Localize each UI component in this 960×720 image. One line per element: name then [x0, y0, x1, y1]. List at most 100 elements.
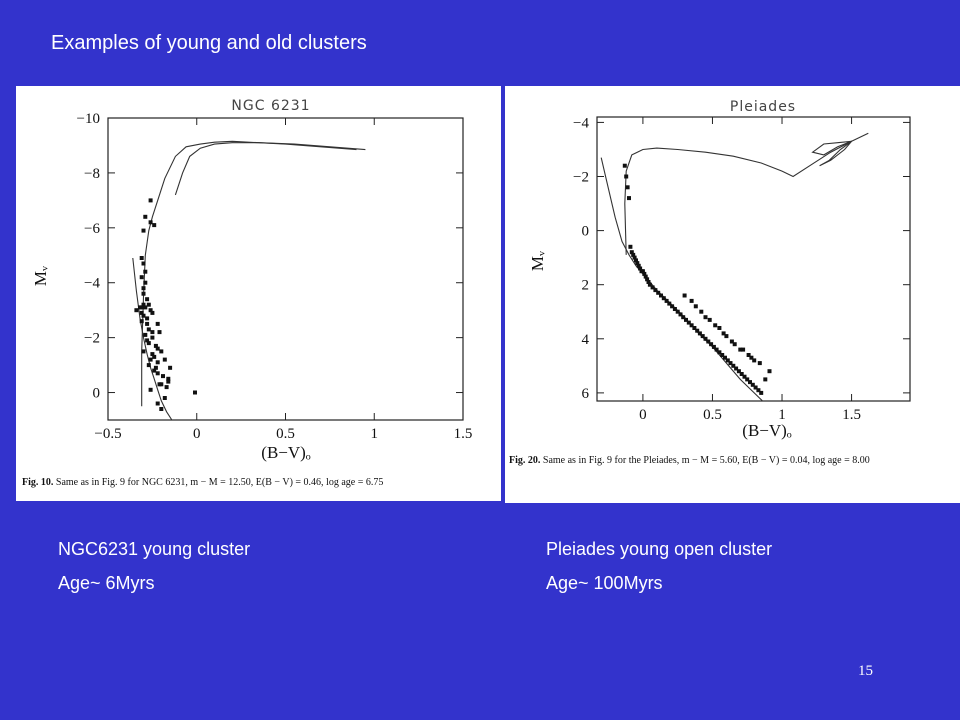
pleiades-figure-panel: Pleiades 0 0.5 1 1.5 −4 −2 0 2 4 6 Mᵥ (B−V)ₒ Fig.…: [505, 86, 960, 503]
star-point: [721, 331, 726, 336]
star-point: [148, 308, 153, 313]
star-point: [148, 198, 153, 203]
star-point: [713, 323, 718, 328]
star-point: [139, 256, 144, 260]
star-point: [692, 326, 697, 330]
star-point: [664, 298, 669, 303]
star-point: [164, 385, 169, 390]
star-point: [168, 365, 173, 370]
star-point: [632, 255, 637, 260]
star-point: [734, 366, 739, 371]
star-point: [152, 223, 157, 228]
star-point: [145, 338, 150, 343]
star-point: [656, 290, 661, 295]
left-cluster-name: NGC6231 young cluster: [58, 539, 251, 559]
star-point: [159, 382, 164, 387]
star-point: [650, 285, 655, 290]
figure-caption: Fig. 10. Same as in Fig. 9 for NGC 6231,…: [22, 477, 383, 488]
star-point: [139, 275, 144, 280]
star-point: [143, 269, 148, 274]
star-point: [161, 374, 165, 379]
star-point: [139, 319, 144, 324]
star-point: [748, 380, 752, 385]
star-point: [141, 291, 146, 296]
pleiades-cmd-chart: Pleiades 0 0.5 1 1.5 −4 −2 0 2 4 6 Mᵥ (B−V)ₒ Fig.…: [509, 99, 911, 466]
star-point: [711, 344, 716, 349]
star-point: [155, 321, 160, 326]
star-point: [724, 334, 729, 339]
y-axis-label: Mᵥ: [31, 265, 50, 286]
star-point: [143, 280, 148, 285]
star-point: [166, 376, 171, 381]
y-tick-label: 4: [582, 332, 590, 348]
star-point: [631, 252, 636, 257]
slide-title: Examples of young and old clusters: [51, 32, 367, 54]
y-tick-label: −4: [84, 276, 100, 292]
x-tick-label: 1: [371, 426, 379, 442]
star-point: [628, 244, 633, 249]
star-point: [693, 304, 698, 309]
y-tick-label: 6: [582, 386, 590, 402]
star-point: [707, 317, 712, 322]
right-cluster-age: Age~ 100Myrs: [546, 573, 663, 593]
star-point: [150, 310, 155, 315]
star-point: [150, 352, 155, 357]
star-point: [706, 339, 711, 344]
star-point: [647, 282, 652, 287]
isochrone-line-3: [811, 140, 852, 156]
star-point: [162, 357, 167, 362]
star-point: [709, 342, 714, 347]
isochrone-line-2: [141, 140, 366, 407]
star-point: [682, 293, 687, 298]
x-tick-label: 0.5: [703, 407, 722, 423]
star-point: [642, 271, 647, 276]
star-point: [636, 263, 641, 268]
star-point: [622, 163, 627, 168]
star-point: [159, 407, 164, 411]
y-tick-label: −6: [84, 221, 100, 237]
star-point: [146, 363, 151, 368]
x-tick-label: −0.5: [94, 426, 121, 442]
star-point: [759, 390, 764, 395]
star-point: [670, 304, 675, 309]
star-point: [141, 286, 146, 291]
star-point: [141, 261, 146, 266]
star-point: [714, 347, 719, 352]
star-point: [155, 401, 160, 406]
x-tick-label: 0: [639, 407, 647, 423]
star-point: [736, 369, 741, 374]
star-point: [661, 296, 666, 301]
star-point: [155, 360, 160, 365]
star-point: [732, 342, 737, 347]
star-point: [672, 307, 677, 311]
star-point: [763, 377, 768, 382]
figure-caption: Fig. 20. Same as in Fig. 9 for the Pleia…: [509, 455, 870, 466]
star-point: [643, 274, 648, 279]
star-point: [725, 358, 730, 363]
star-point: [143, 305, 148, 310]
y-tick-label: 0: [582, 224, 590, 240]
star-point: [150, 335, 155, 340]
star-point: [752, 358, 757, 363]
star-point: [738, 347, 743, 352]
x-tick-label: 0: [193, 426, 201, 442]
x-tick-label: 1: [778, 407, 786, 423]
star-point: [739, 372, 744, 376]
star-point: [689, 298, 694, 303]
star-point: [629, 250, 634, 255]
star-point: [695, 328, 700, 333]
star-point: [757, 361, 762, 366]
star-point: [141, 228, 146, 233]
star-point: [742, 374, 747, 379]
star-point: [150, 330, 155, 335]
star-point: [703, 336, 708, 341]
star-point: [145, 321, 150, 326]
star-point: [756, 388, 761, 393]
star-point: [684, 317, 688, 322]
isochrone-line-1: [132, 257, 173, 420]
star-point: [148, 357, 153, 362]
star-point: [697, 331, 702, 336]
star-point: [162, 396, 167, 400]
star-point: [141, 302, 146, 307]
x-axis-label: (B−V)ₒ: [261, 443, 311, 462]
